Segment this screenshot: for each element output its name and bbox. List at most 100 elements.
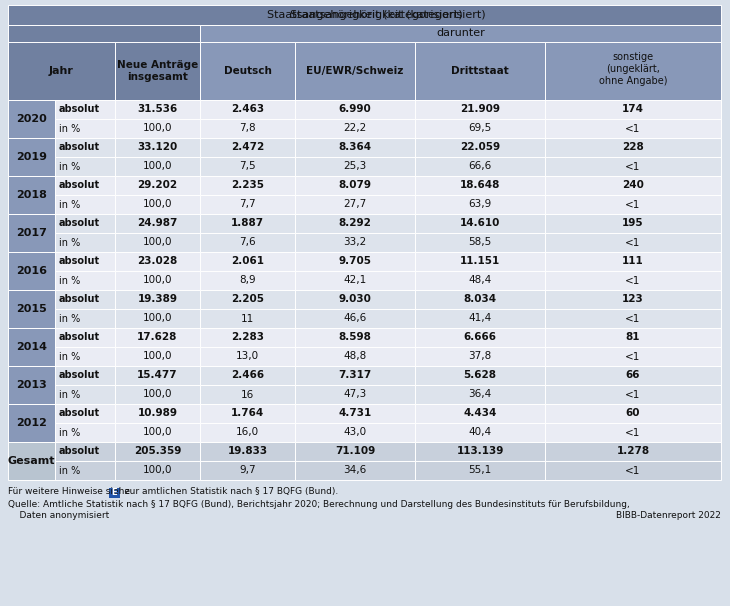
- Text: 22,2: 22,2: [343, 124, 366, 133]
- Text: 5.628: 5.628: [464, 370, 496, 381]
- Text: 71.109: 71.109: [335, 447, 375, 456]
- Bar: [115, 176, 200, 195]
- Text: <1: <1: [626, 313, 641, 324]
- Bar: [415, 100, 545, 119]
- Text: 16: 16: [241, 390, 254, 399]
- Bar: [55, 233, 115, 252]
- Bar: [200, 252, 295, 271]
- Text: 7.317: 7.317: [339, 370, 372, 381]
- Bar: [200, 25, 721, 42]
- Text: sonstige
(ungeklärt,
ohne Angabe): sonstige (ungeklärt, ohne Angabe): [599, 52, 667, 85]
- Bar: [8, 404, 55, 442]
- Text: 27,7: 27,7: [343, 199, 366, 210]
- Bar: [8, 138, 55, 176]
- Bar: [200, 461, 295, 480]
- Bar: [545, 385, 721, 404]
- Bar: [8, 42, 115, 100]
- Text: Drittstaat: Drittstaat: [451, 66, 509, 76]
- Text: 2.463: 2.463: [231, 104, 264, 115]
- Bar: [8, 25, 200, 42]
- Text: 19.833: 19.833: [228, 447, 268, 456]
- Bar: [200, 176, 295, 195]
- Bar: [295, 404, 415, 423]
- Text: absolut: absolut: [59, 104, 100, 115]
- Text: 6.666: 6.666: [464, 333, 496, 342]
- Bar: [115, 347, 200, 366]
- Bar: [295, 442, 415, 461]
- Bar: [545, 119, 721, 138]
- Text: in %: in %: [59, 124, 80, 133]
- Text: <1: <1: [626, 276, 641, 285]
- Text: 42,1: 42,1: [343, 276, 366, 285]
- Text: absolut: absolut: [59, 447, 100, 456]
- Text: 8.364: 8.364: [339, 142, 372, 153]
- Bar: [545, 195, 721, 214]
- Text: 58,5: 58,5: [469, 238, 491, 247]
- Bar: [55, 423, 115, 442]
- Text: 100,0: 100,0: [143, 465, 172, 476]
- Text: 11.151: 11.151: [460, 256, 500, 267]
- Bar: [200, 328, 295, 347]
- Text: in %: in %: [59, 465, 80, 476]
- Text: in %: in %: [59, 351, 80, 362]
- Text: in %: in %: [59, 276, 80, 285]
- Text: 11: 11: [241, 313, 254, 324]
- Text: darunter: darunter: [436, 28, 485, 39]
- Text: 33.120: 33.120: [137, 142, 177, 153]
- Text: 2.472: 2.472: [231, 142, 264, 153]
- Text: 8.598: 8.598: [339, 333, 372, 342]
- Text: 9.705: 9.705: [339, 256, 372, 267]
- Text: 21.909: 21.909: [460, 104, 500, 115]
- Text: absolut: absolut: [59, 408, 100, 419]
- Bar: [8, 290, 55, 328]
- Bar: [545, 328, 721, 347]
- Bar: [545, 271, 721, 290]
- Text: 19.389: 19.389: [137, 295, 177, 304]
- Bar: [415, 404, 545, 423]
- Text: 7,8: 7,8: [239, 124, 255, 133]
- Text: 8.292: 8.292: [339, 219, 372, 228]
- Text: in %: in %: [59, 390, 80, 399]
- Bar: [545, 100, 721, 119]
- Bar: [545, 214, 721, 233]
- Bar: [295, 252, 415, 271]
- Bar: [415, 366, 545, 385]
- Text: <1: <1: [626, 124, 641, 133]
- Bar: [545, 309, 721, 328]
- Bar: [295, 176, 415, 195]
- Text: 22.059: 22.059: [460, 142, 500, 153]
- Bar: [415, 42, 545, 100]
- Bar: [545, 138, 721, 157]
- Bar: [8, 5, 721, 25]
- Text: 66: 66: [626, 370, 640, 381]
- Bar: [115, 233, 200, 252]
- Text: 55,1: 55,1: [469, 465, 491, 476]
- Text: 100,0: 100,0: [143, 390, 172, 399]
- Text: 100,0: 100,0: [143, 238, 172, 247]
- Bar: [200, 366, 295, 385]
- Text: 100,0: 100,0: [143, 276, 172, 285]
- Text: 7,5: 7,5: [239, 162, 255, 171]
- Bar: [545, 157, 721, 176]
- Bar: [200, 138, 295, 157]
- Bar: [8, 328, 55, 366]
- Bar: [415, 442, 545, 461]
- Bar: [115, 157, 200, 176]
- Bar: [55, 176, 115, 195]
- Bar: [200, 309, 295, 328]
- Text: absolut: absolut: [59, 295, 100, 304]
- Bar: [55, 138, 115, 157]
- Text: 24.987: 24.987: [137, 219, 177, 228]
- Text: 29.202: 29.202: [137, 181, 177, 190]
- Bar: [295, 347, 415, 366]
- Bar: [415, 385, 545, 404]
- Text: 2015: 2015: [16, 304, 47, 314]
- Bar: [415, 461, 545, 480]
- Text: 100,0: 100,0: [143, 162, 172, 171]
- Text: 240: 240: [622, 181, 644, 190]
- Bar: [55, 347, 115, 366]
- Text: absolut: absolut: [59, 256, 100, 267]
- Bar: [55, 461, 115, 480]
- Text: 2014: 2014: [16, 342, 47, 352]
- Bar: [200, 385, 295, 404]
